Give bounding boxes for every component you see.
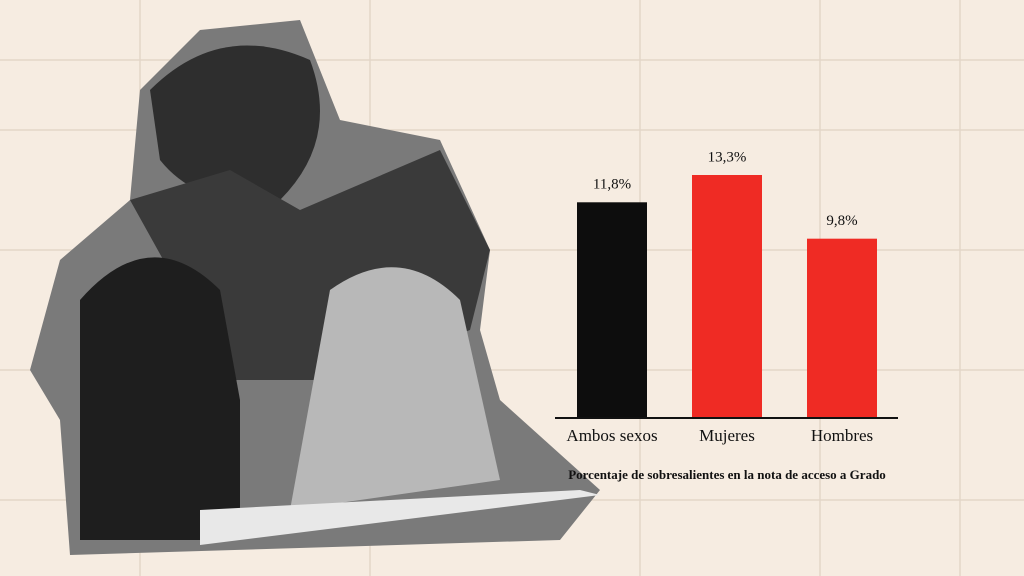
category-label: Ambos sexos [566, 426, 657, 445]
bar [692, 175, 762, 417]
category-label: Hombres [811, 426, 873, 445]
category-label: Mujeres [699, 426, 755, 445]
bar [807, 238, 877, 417]
caption: Porcentaje de sobresalientes en la nota … [568, 467, 886, 482]
value-label: 9,8% [826, 213, 857, 229]
value-label: 11,8% [593, 177, 631, 193]
photo-cutout [30, 20, 600, 555]
bar [577, 202, 647, 417]
value-label: 13,3% [708, 149, 747, 165]
